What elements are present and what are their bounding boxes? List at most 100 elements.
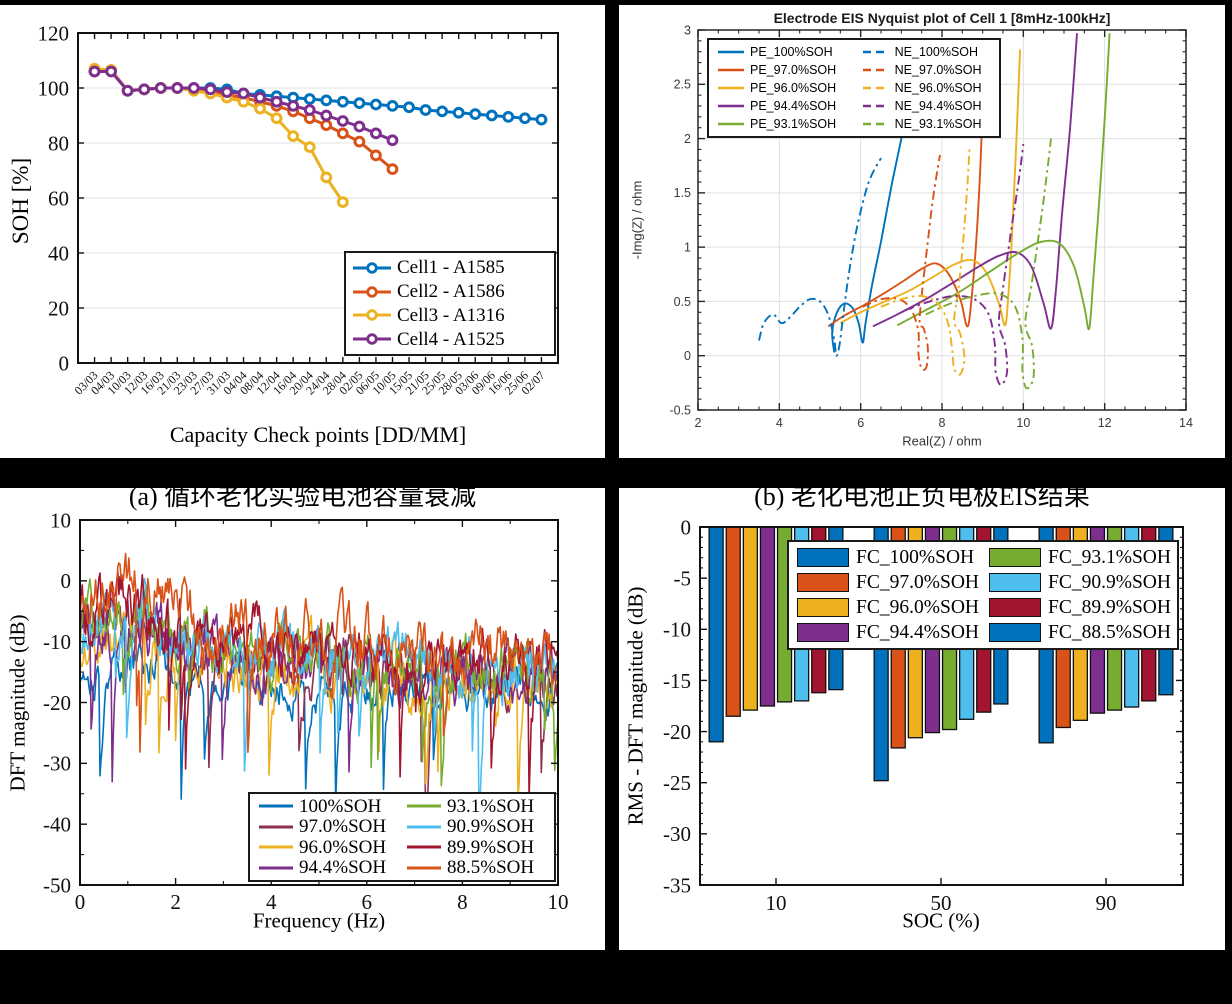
legend-line-sample	[407, 845, 441, 849]
x-tick-label: 2	[170, 890, 181, 914]
legend-line-sample	[407, 866, 441, 870]
legend-item: FC_96.0%SOH	[797, 595, 979, 620]
data-marker	[187, 82, 200, 94]
data-marker	[303, 104, 316, 116]
y-tick-label: 120	[38, 21, 70, 45]
data-marker	[320, 109, 333, 122]
data-marker	[535, 113, 548, 126]
legend-item: NE_94.4%SOH	[862, 97, 991, 115]
x-tick-label: 10	[766, 891, 787, 915]
legend-item: NE_100%SOH	[862, 43, 991, 61]
legend-item: FC_94.4%SOH	[797, 620, 979, 645]
legend-item: FC_100%SOH	[797, 545, 979, 570]
dft-curves	[80, 552, 558, 835]
legend-item: PE_96.0%SOH	[717, 79, 846, 97]
data-marker	[370, 149, 382, 162]
data-marker	[320, 119, 333, 132]
y-tick-label: 0	[681, 515, 692, 539]
legend-line-sample	[718, 50, 744, 54]
series-curve	[905, 143, 1025, 386]
legend-color-swatch	[797, 573, 849, 592]
data-marker	[138, 83, 151, 96]
legend-color-swatch	[988, 548, 1041, 567]
rms-x-axis-label: SOC (%)	[902, 908, 980, 933]
legend-line-sample	[407, 825, 441, 829]
series-curve	[839, 49, 1022, 327]
legend-item-label: Cell2 - A1586	[397, 281, 505, 303]
soh-legend: Cell1 - A1585 Cell2 - A1586 Cell3 - A1316 C…	[344, 251, 556, 356]
legend-item-label: FC_90.9%SOH	[1047, 571, 1171, 593]
data-marker	[370, 127, 382, 140]
panel-dft-spectra: -50 -40 -30 -20 -10 0 10 0 2 4 6 8 10 DFT magnitude …	[0, 488, 605, 950]
panel-eis-nyquist: -0.5 0 0.5 1 1.5 2 2.5 3 2 4 6 8 10 12 14 Electrode EI…	[619, 5, 1225, 458]
legend-color-swatch	[988, 623, 1041, 642]
black-divider-band	[0, 458, 1232, 488]
legend-marker	[366, 262, 378, 274]
series-curve	[872, 33, 1078, 330]
dft-plot: -50 -40 -30 -20 -10 0 10 0 2 4 6 8 10	[43, 508, 569, 914]
nyquist-y-axis-label: -Img(Z) / ohm	[629, 180, 645, 260]
y-tick-label: 80	[48, 131, 69, 155]
legend-item: 100%SOH	[258, 796, 398, 817]
data-marker	[336, 115, 349, 127]
bar	[759, 526, 776, 707]
legend-item-label: NE_97.0%SOH	[894, 62, 982, 77]
series-curve	[758, 157, 882, 357]
legend-color-swatch	[797, 548, 849, 567]
legend-item-label: 96.0%SOH	[299, 836, 387, 858]
legend-color-swatch	[797, 598, 849, 617]
data-marker	[254, 102, 266, 115]
data-marker	[303, 93, 316, 105]
legend-item: FC_89.9%SOH	[988, 595, 1171, 620]
y-tick-label: 20	[48, 296, 69, 320]
legend-line-sample	[862, 68, 889, 72]
data-marker	[121, 84, 134, 97]
legend-item-label: FC_94.4%SOH	[856, 621, 979, 643]
dft-x-axis-label: Frequency (Hz)	[252, 908, 386, 933]
legend-item: NE_96.0%SOH	[862, 79, 991, 97]
y-tick-label: -35	[663, 873, 691, 897]
legend-line-sample	[862, 50, 889, 54]
legend-item: PE_94.4%SOH	[717, 97, 846, 115]
legend-line-sample	[353, 333, 391, 345]
nyquist-x-axis-label: Real(Z) / ohm	[902, 433, 982, 449]
series-curve	[80, 552, 558, 753]
data-marker	[270, 95, 283, 108]
legend-item-label: PE_94.4%SOH	[750, 98, 837, 113]
data-marker	[320, 171, 333, 184]
legend-marker	[366, 285, 378, 298]
panel-rms-dft-bars: 0 -5 -10 -15 -20 -25 -30 -35 10 50 90 RMS - DFT ma…	[619, 488, 1225, 950]
series-curve	[880, 147, 971, 376]
data-marker	[171, 82, 184, 94]
data-marker	[303, 141, 316, 154]
x-tick-label: 14	[1179, 416, 1193, 430]
nyquist-legend: PE_100%SOH PE_97.0%SOH PE_96.0%SOH PE_94.4%…	[707, 38, 1001, 138]
panel-soh-capacity-fade: 0 20 40 60 80 100 120 03/03 04/03 10/03 12/03 16/03…	[0, 5, 605, 458]
legend-item-label: FC_100%SOH	[856, 546, 975, 568]
y-tick-label: 1.5	[674, 186, 691, 200]
legend-line-sample	[718, 104, 744, 108]
legend-line-sample	[353, 309, 391, 322]
data-marker	[287, 99, 300, 112]
data-marker	[386, 134, 399, 147]
legend-item-label: PE_100%SOH	[750, 44, 833, 59]
legend-color-swatch	[988, 573, 1041, 592]
y-tick-label: -25	[663, 771, 691, 795]
data-marker	[353, 135, 366, 148]
legend-item-label: 94.4%SOH	[299, 857, 387, 879]
x-tick-label: 6	[857, 416, 864, 430]
data-marker	[452, 106, 465, 119]
legend-item: PE_93.1%SOH	[717, 115, 846, 133]
legend-item: Cell2 - A1586	[352, 280, 548, 304]
y-tick-label: 60	[48, 186, 69, 210]
data-marker	[237, 87, 250, 100]
data-marker	[485, 109, 498, 122]
legend-item-label: Cell3 - A1316	[397, 304, 505, 326]
legend-item: 97.0%SOH	[258, 817, 398, 838]
legend-item: 93.1%SOH	[406, 796, 546, 817]
bar	[725, 526, 741, 717]
y-tick-label: 0	[61, 569, 72, 593]
legend-item: Cell1 - A1585	[352, 256, 548, 280]
legend-marker	[366, 333, 378, 345]
y-tick-label: -20	[43, 691, 71, 715]
